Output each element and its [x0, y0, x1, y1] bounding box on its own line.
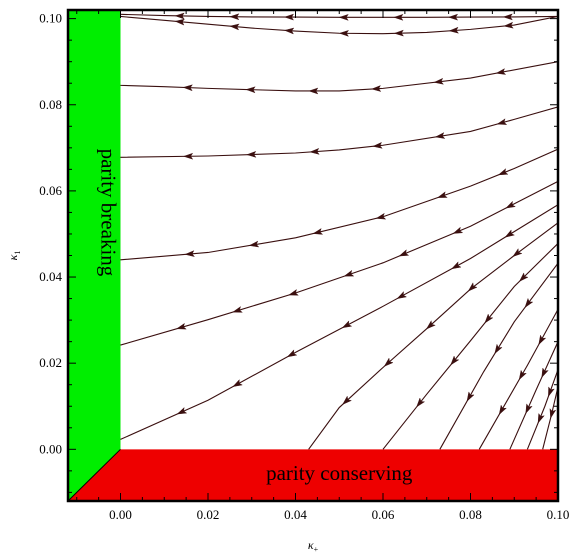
streamline: [121, 16, 559, 33]
x-tick-label: 0.06: [372, 507, 395, 522]
stream-arrowhead: [496, 69, 506, 77]
stream-arrowhead: [497, 405, 507, 416]
stream-arrowhead: [523, 298, 533, 309]
x-axis-label: κ+: [308, 538, 319, 554]
y-axis-label: κ1: [6, 251, 22, 261]
parity-conserving-label: parity conserving: [266, 461, 413, 485]
stream-arrowhead: [312, 229, 322, 237]
stream-arrowhead: [539, 368, 548, 379]
stream-arrowhead: [341, 321, 352, 331]
stream-arrowhead: [343, 270, 353, 279]
x-tick-label: 0.02: [197, 507, 220, 522]
axes-ticks: [68, 10, 558, 501]
y-tick-label: 0.00: [39, 441, 62, 456]
stream-arrowhead: [286, 350, 297, 360]
stream-arrowhead: [464, 392, 474, 403]
stream-arrowhead: [176, 323, 186, 331]
x-tick-label: 0.10: [547, 507, 570, 522]
stream-arrowhead: [496, 119, 506, 127]
stream-arrowhead: [437, 192, 447, 201]
streamline: [309, 223, 558, 450]
streamline: [121, 181, 559, 345]
stream-arrowhead: [536, 335, 546, 346]
streamline: [121, 149, 559, 260]
x-axis-label-sub: +: [314, 545, 319, 554]
stream-arrowhead: [546, 387, 555, 397]
y-tick-label: 0.04: [39, 269, 62, 284]
stream-arrowhead: [376, 213, 386, 221]
streamline: [543, 387, 558, 449]
y-axis-label-sub: 1: [13, 251, 22, 255]
stream-arrowhead: [288, 290, 298, 298]
stream-arrowhead: [497, 169, 508, 178]
stream-arrowhead: [232, 307, 242, 315]
stream-arrowhead: [452, 227, 463, 236]
stream-arrowhead: [450, 262, 461, 272]
stream-arrowhead: [517, 370, 527, 381]
y-tick-label: 0.02: [39, 355, 62, 370]
stream-arrowhead: [548, 409, 556, 419]
streamline: [527, 370, 558, 450]
stream-arrowhead: [396, 292, 407, 302]
stream-arrowhead: [505, 201, 516, 210]
streamline: [121, 205, 559, 440]
stream-arrowhead: [398, 250, 409, 259]
streamlines: [121, 13, 559, 450]
x-tick-label: 0.00: [109, 507, 132, 522]
phase-regions: [68, 10, 558, 501]
streamline: [121, 14, 559, 17]
stream-arrowhead: [504, 230, 515, 240]
stream-arrowhead: [535, 413, 544, 424]
y-tick-label: 0.06: [39, 183, 62, 198]
stream-arrowhead: [523, 404, 532, 415]
stream-arrowhead: [176, 408, 187, 417]
stream-arrowhead: [249, 241, 259, 248]
x-tick-label: 0.04: [284, 507, 307, 522]
stream-arrowhead: [231, 380, 242, 390]
parity-breaking-label: parity breaking: [96, 149, 120, 277]
y-tick-label: 0.10: [39, 11, 62, 26]
x-tick-label: 0.08: [459, 507, 482, 522]
streamline: [383, 243, 558, 449]
stream-arrowhead: [492, 344, 502, 355]
streamline: [121, 107, 559, 157]
plot-frame: [68, 10, 558, 501]
y-tick-label: 0.08: [39, 97, 62, 112]
